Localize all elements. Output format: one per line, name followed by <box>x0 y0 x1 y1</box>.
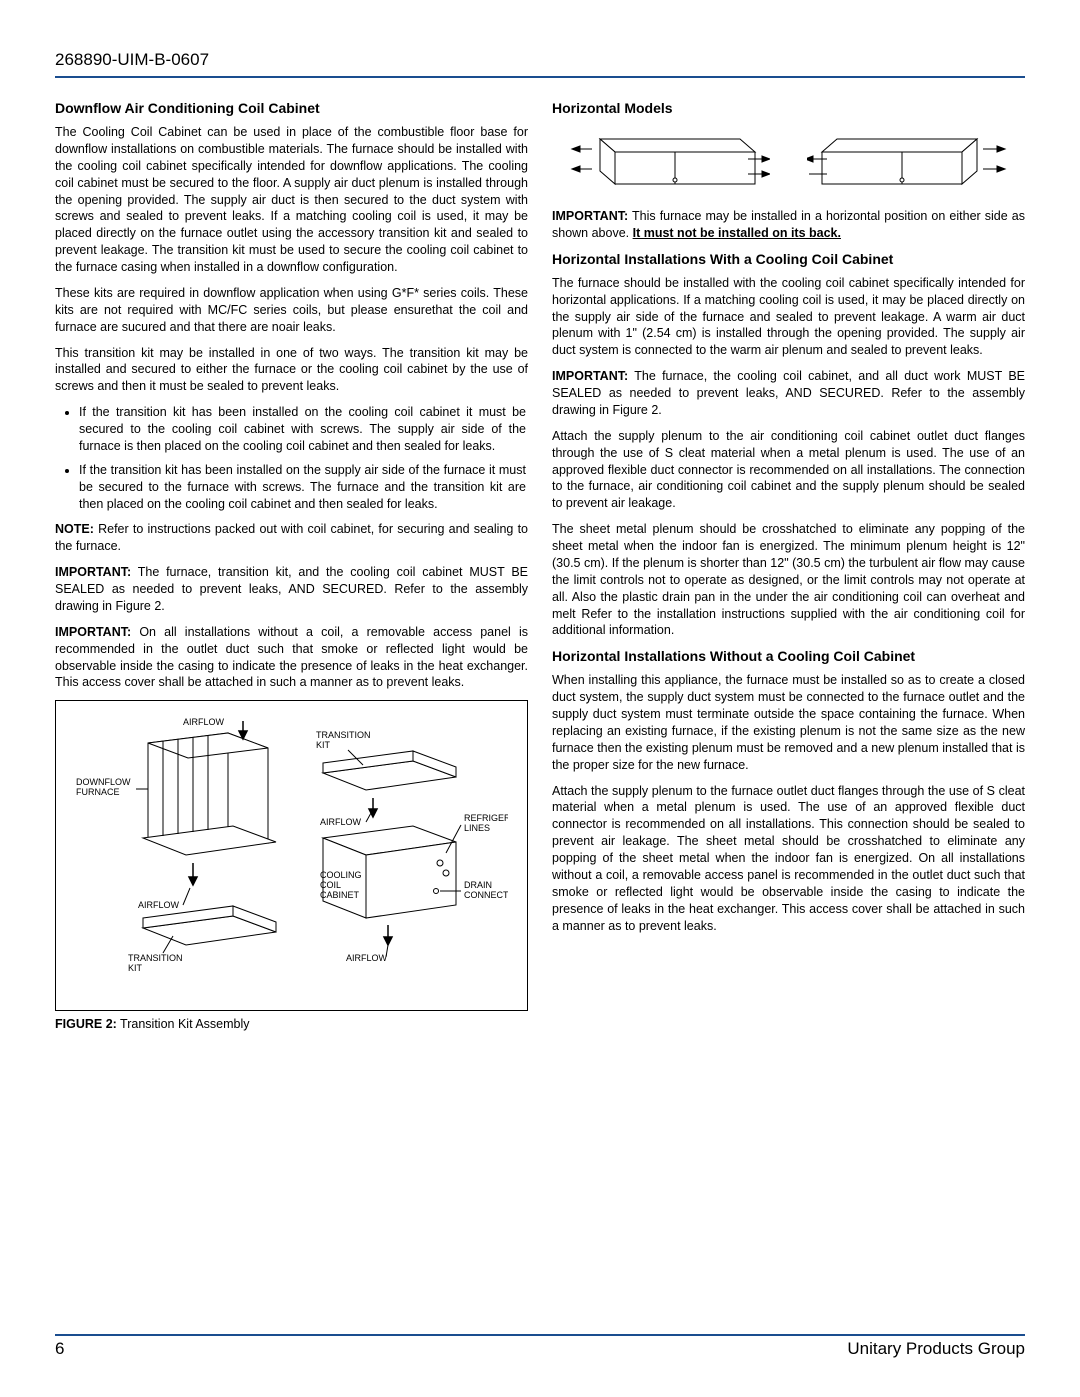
left-p4: NOTE: Refer to instructions packed out w… <box>55 521 528 555</box>
right-p1: The furnace should be installed with the… <box>552 275 1025 359</box>
figure-caption-text: Transition Kit Assembly <box>117 1017 250 1031</box>
figure-2-caption: FIGURE 2: Transition Kit Assembly <box>55 1017 528 1031</box>
right-heading-2: Horizontal Installations With a Cooling … <box>552 251 1025 267</box>
footer-org: Unitary Products Group <box>847 1339 1025 1359</box>
important-prefix: IMPORTANT: <box>552 369 628 383</box>
footer-rule <box>55 1334 1025 1336</box>
page-number: 6 <box>55 1339 64 1359</box>
fig2-label-tk-left-1: TRANSITION <box>128 953 183 963</box>
horizontal-models-diagram <box>552 124 1025 194</box>
list-item: If the transition kit has been installed… <box>79 462 528 513</box>
right-column: Horizontal Models <box>552 100 1025 1031</box>
two-column-layout: Downflow Air Conditioning Coil Cabinet T… <box>55 100 1025 1031</box>
left-p1: The Cooling Coil Cabinet can be used in … <box>55 124 528 276</box>
fig2-label-downflow-1: DOWNFLOW <box>76 777 131 787</box>
important-prefix: IMPORTANT: <box>55 625 131 639</box>
right-heading-1: Horizontal Models <box>552 100 1025 116</box>
fig2-label-ccc-3: CABINET <box>320 890 360 900</box>
fig2-label-airflow-bottom: AIRFLOW <box>346 953 388 963</box>
right-p4: The sheet metal plenum should be crossha… <box>552 521 1025 639</box>
fig2-label-drain-1: DRAIN <box>464 880 492 890</box>
page-footer: 6 Unitary Products Group <box>55 1334 1025 1359</box>
left-p6: IMPORTANT: On all installations without … <box>55 624 528 692</box>
figure-2-box: AIRFLOW DOWNFLOW FURNACE AIRFLOW <box>55 700 528 1011</box>
left-p2: These kits are required in downflow appl… <box>55 285 528 336</box>
right-p5: When installing this appliance, the furn… <box>552 672 1025 773</box>
left-column: Downflow Air Conditioning Coil Cabinet T… <box>55 100 528 1031</box>
figure-caption-prefix: FIGURE 2: <box>55 1017 117 1031</box>
right-p0: IMPORTANT: This furnace may be installed… <box>552 208 1025 242</box>
left-p5: IMPORTANT: The furnace, transition kit, … <box>55 564 528 615</box>
horizontal-unit-right <box>807 124 1007 194</box>
important-prefix: IMPORTANT: <box>55 565 131 579</box>
fig2-label-drain-2: CONNECTIONS <box>464 890 508 900</box>
figure-2-diagram: AIRFLOW DOWNFLOW FURNACE AIRFLOW <box>68 713 508 993</box>
fig2-label-airflow-left: AIRFLOW <box>138 900 180 910</box>
fig2-label-downflow-2: FURNACE <box>76 787 120 797</box>
horizontal-unit-left <box>570 124 770 194</box>
fig2-label-airflow-mid: AIRFLOW <box>320 817 362 827</box>
left-heading-1: Downflow Air Conditioning Coil Cabinet <box>55 100 528 116</box>
fig2-label-ccc-2: COIL <box>320 880 341 890</box>
fig2-label-refrig-2: LINES <box>464 823 490 833</box>
left-p3: This transition kit may be installed in … <box>55 345 528 396</box>
fig2-label-ccc-1: COOLING <box>320 870 362 880</box>
note-prefix: NOTE: <box>55 522 94 536</box>
fig2-label-airflow-top: AIRFLOW <box>183 717 225 727</box>
right-p2: IMPORTANT: The furnace, the cooling coil… <box>552 368 1025 419</box>
fig2-label-tk-right-1: TRANSITION <box>316 730 371 740</box>
fig2-label-tk-right-2: KIT <box>316 740 331 750</box>
list-item: If the transition kit has been installed… <box>79 404 528 455</box>
note-body: Refer to instructions packed out with co… <box>55 522 528 553</box>
fig2-label-tk-left-2: KIT <box>128 963 143 973</box>
left-bullets: If the transition kit has been installed… <box>79 404 528 512</box>
right-p6: Attach the supply plenum to the furnace … <box>552 783 1025 935</box>
fig2-label-refrig-1: REFRIGERANT <box>464 813 508 823</box>
right-heading-3: Horizontal Installations Without a Cooli… <box>552 648 1025 664</box>
doc-id: 268890-UIM-B-0607 <box>55 50 1025 70</box>
right-p3: Attach the supply plenum to the air cond… <box>552 428 1025 512</box>
important-underline: It must not be installed on its back. <box>633 226 841 240</box>
header-rule <box>55 76 1025 78</box>
important-prefix: IMPORTANT: <box>552 209 628 223</box>
